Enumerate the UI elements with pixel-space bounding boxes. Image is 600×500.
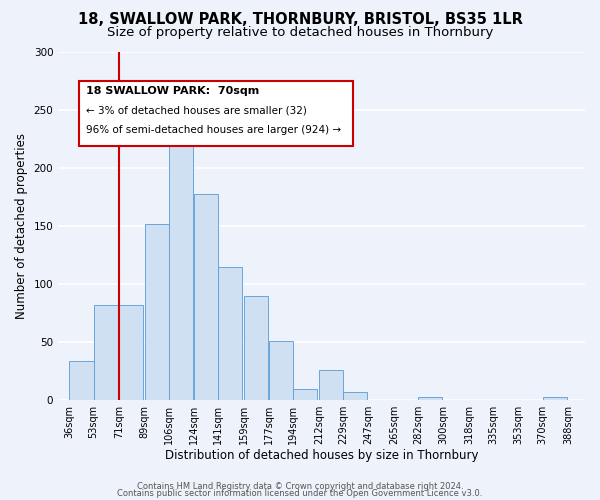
- Bar: [94, 304, 118, 400]
- Text: Contains public sector information licensed under the Open Government Licence v3: Contains public sector information licen…: [118, 489, 482, 498]
- Bar: [244, 296, 268, 400]
- Bar: [319, 370, 343, 400]
- Bar: [145, 224, 169, 400]
- Text: 96% of semi-detached houses are larger (924) →: 96% of semi-detached houses are larger (…: [86, 125, 341, 135]
- Bar: [418, 398, 442, 400]
- Bar: [343, 392, 367, 400]
- Bar: [218, 268, 242, 400]
- Bar: [293, 390, 317, 400]
- Y-axis label: Number of detached properties: Number of detached properties: [15, 132, 28, 318]
- Text: 18, SWALLOW PARK, THORNBURY, BRISTOL, BS35 1LR: 18, SWALLOW PARK, THORNBURY, BRISTOL, BS…: [77, 12, 523, 28]
- Bar: [542, 398, 566, 400]
- Bar: [119, 304, 143, 400]
- X-axis label: Distribution of detached houses by size in Thornbury: Distribution of detached houses by size …: [165, 450, 478, 462]
- FancyBboxPatch shape: [79, 81, 353, 146]
- Text: Contains HM Land Registry data © Crown copyright and database right 2024.: Contains HM Land Registry data © Crown c…: [137, 482, 463, 491]
- Bar: [194, 194, 218, 400]
- Bar: [70, 362, 94, 400]
- Bar: [169, 140, 193, 400]
- Text: 18 SWALLOW PARK:  70sqm: 18 SWALLOW PARK: 70sqm: [86, 86, 259, 96]
- Bar: [269, 340, 293, 400]
- Text: Size of property relative to detached houses in Thornbury: Size of property relative to detached ho…: [107, 26, 493, 39]
- Text: ← 3% of detached houses are smaller (32): ← 3% of detached houses are smaller (32): [86, 106, 307, 116]
